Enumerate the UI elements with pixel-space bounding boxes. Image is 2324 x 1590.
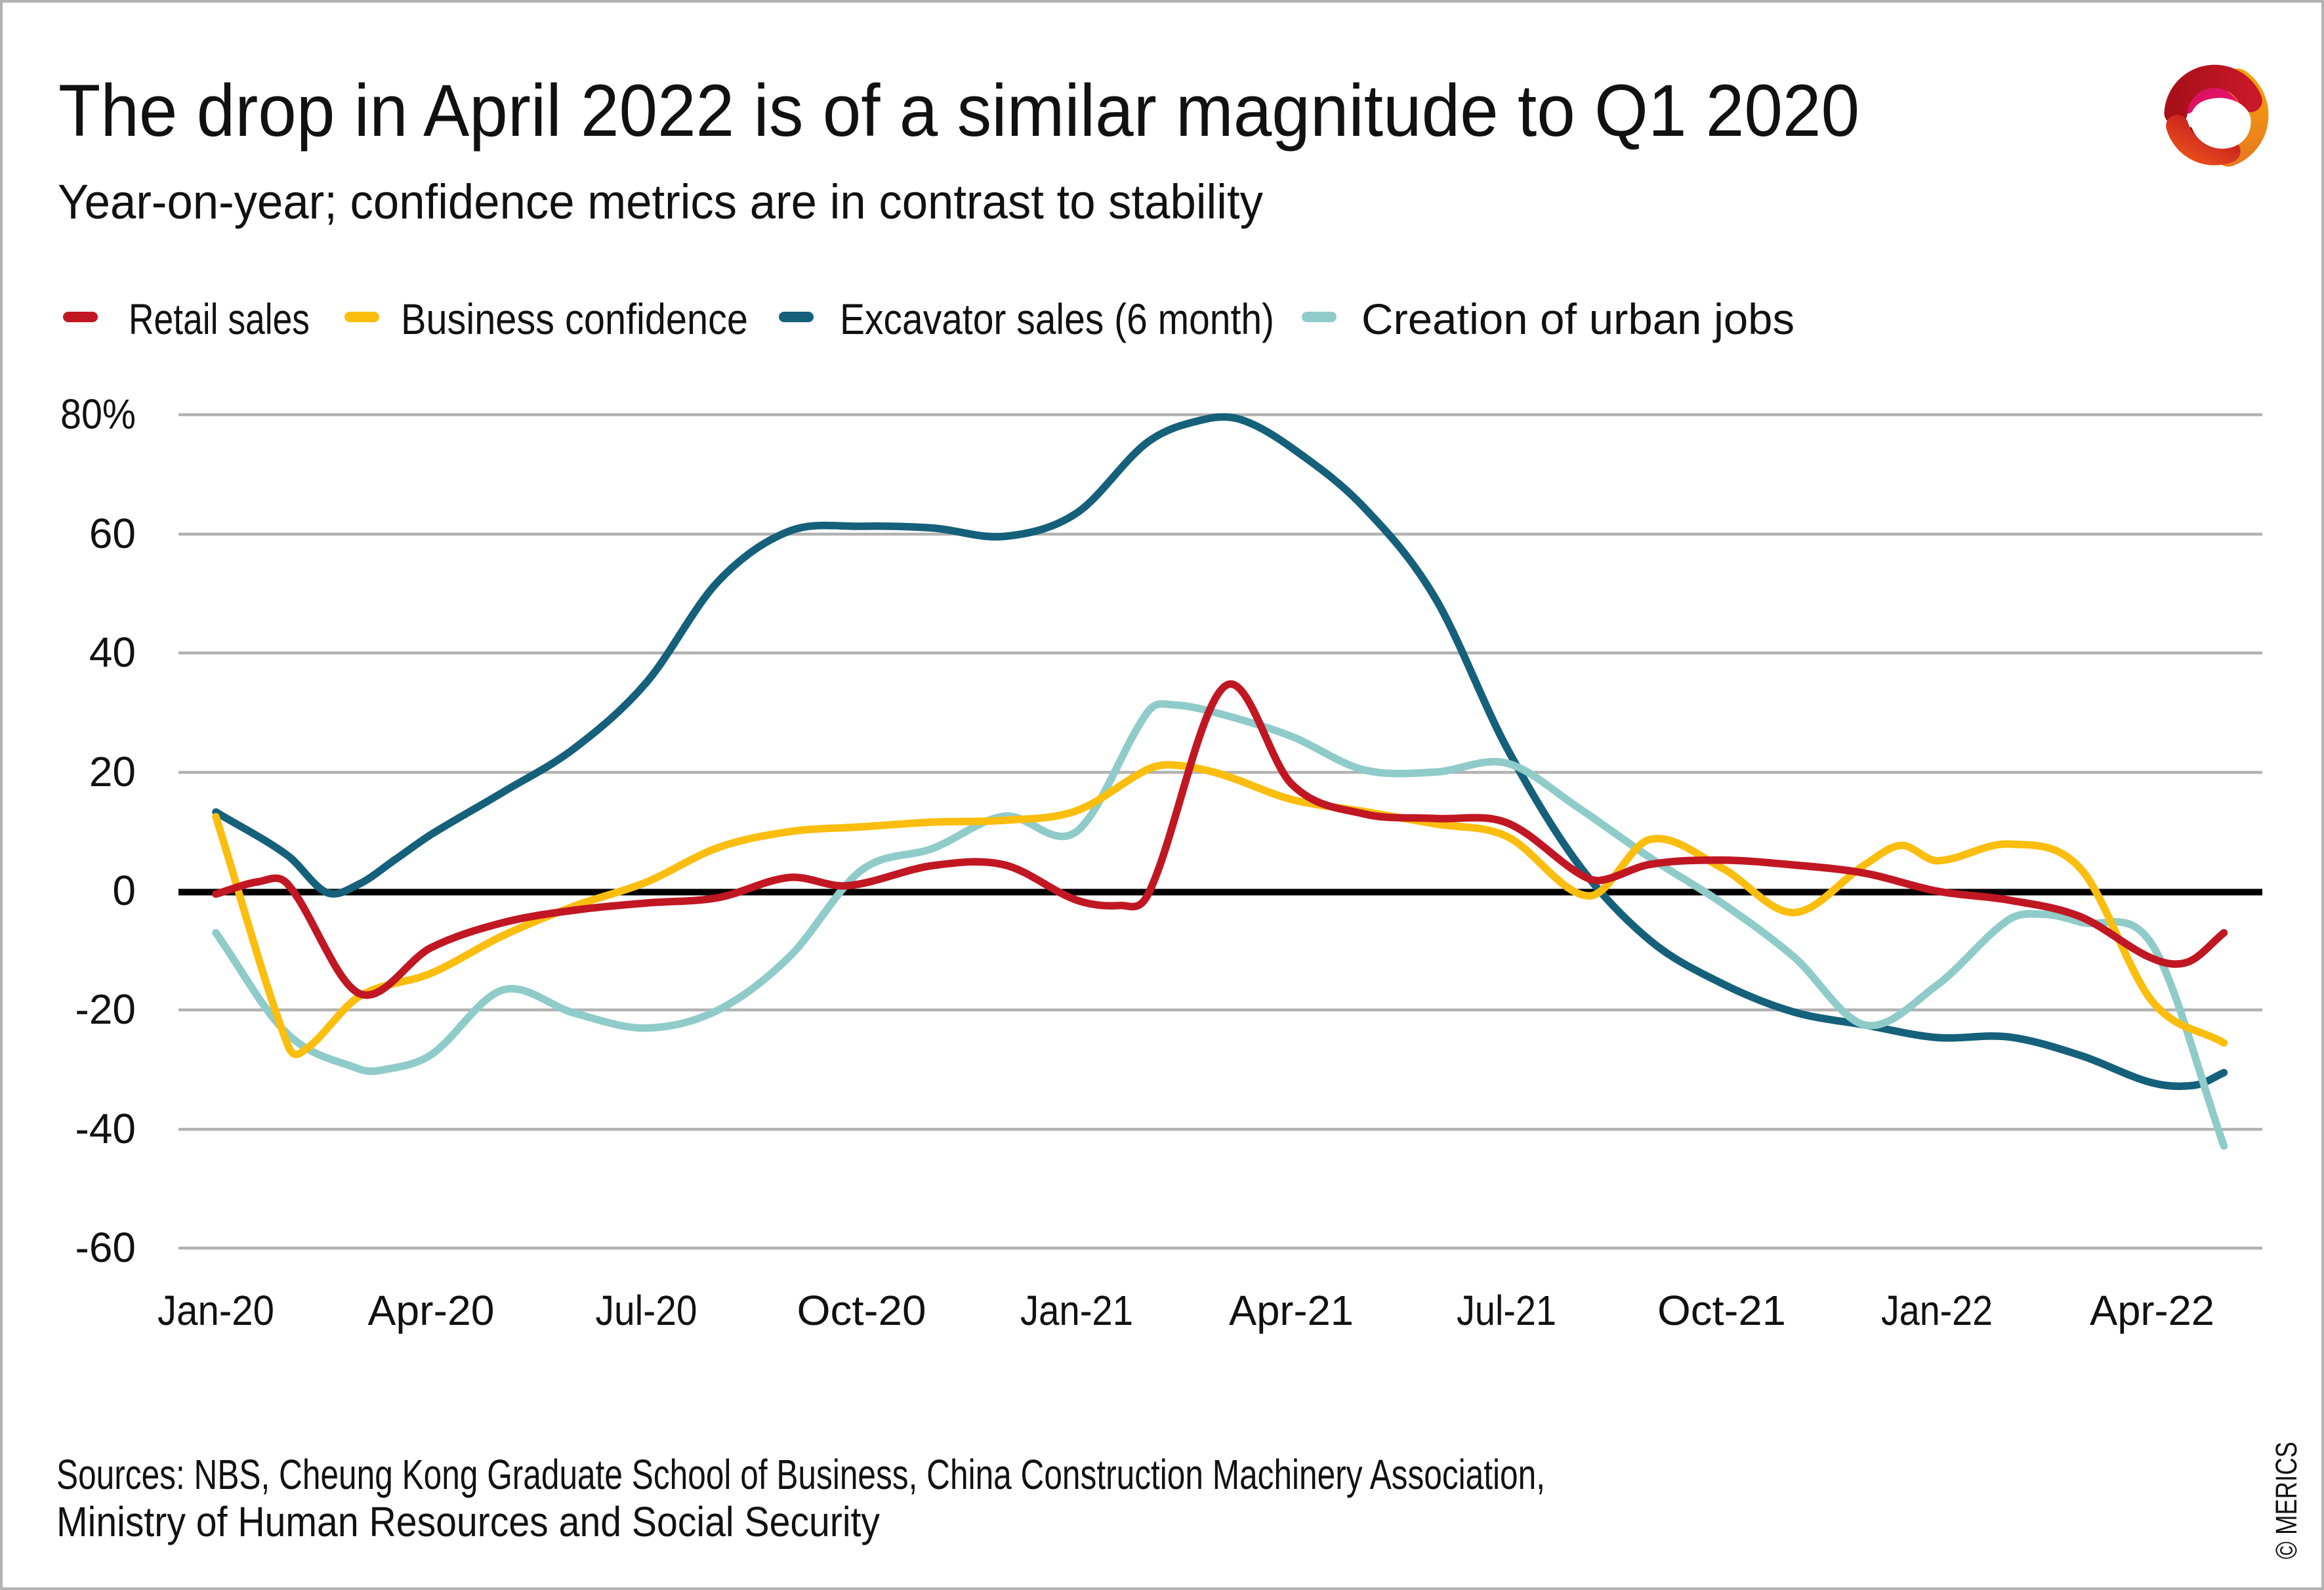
svg-text:Jan-20: Jan-20: [157, 1287, 274, 1334]
svg-text:Sources: NBS, Cheung Kong Grad: Sources: NBS, Cheung Kong Graduate Schoo…: [56, 1451, 1545, 1498]
svg-text:-40: -40: [75, 1105, 136, 1152]
svg-text:Oct-20: Oct-20: [797, 1287, 926, 1334]
svg-text:Jan-21: Jan-21: [1020, 1287, 1133, 1334]
svg-text:20: 20: [89, 748, 136, 795]
svg-text:Retail sales: Retail sales: [129, 295, 310, 343]
svg-text:Jul-21: Jul-21: [1457, 1287, 1556, 1334]
svg-text:© MERICS: © MERICS: [2270, 1442, 2303, 1559]
svg-text:0: 0: [112, 867, 136, 914]
svg-text:60: 60: [89, 510, 136, 557]
svg-text:Jul-20: Jul-20: [596, 1287, 697, 1334]
svg-text:Year-on-year; confidence metri: Year-on-year; confidence metrics are in …: [58, 175, 1263, 229]
svg-text:Apr-20: Apr-20: [368, 1287, 495, 1334]
svg-text:-20: -20: [75, 986, 136, 1033]
svg-text:Apr-22: Apr-22: [2090, 1287, 2214, 1334]
svg-text:-60: -60: [75, 1224, 136, 1271]
svg-text:Apr-21: Apr-21: [1229, 1287, 1354, 1334]
svg-text:Oct-21: Oct-21: [1657, 1287, 1786, 1334]
svg-text:80%: 80%: [60, 390, 136, 438]
svg-text:Excavator sales (6 month): Excavator sales (6 month): [840, 295, 1274, 343]
svg-text:The drop in April 2022 is of a: The drop in April 2022 is of a similar m…: [58, 70, 1859, 152]
svg-text:Business confidence: Business confidence: [401, 295, 748, 343]
svg-text:Creation of urban jobs: Creation of urban jobs: [1361, 295, 1795, 343]
svg-text:Jan-22: Jan-22: [1881, 1287, 1993, 1334]
svg-text:Ministry of Human Resources an: Ministry of Human Resources and Social S…: [56, 1498, 880, 1545]
svg-text:40: 40: [89, 629, 136, 676]
